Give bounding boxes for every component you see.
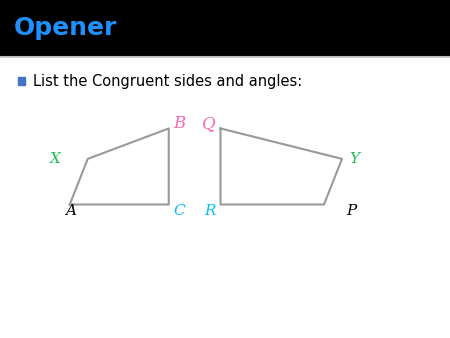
Bar bbox=[0, 0, 450, 56]
Text: Opener: Opener bbox=[14, 16, 117, 40]
Text: R: R bbox=[204, 204, 216, 218]
Text: X: X bbox=[50, 152, 61, 166]
Text: P: P bbox=[346, 204, 357, 218]
Text: A: A bbox=[65, 204, 76, 218]
Text: B: B bbox=[173, 115, 185, 132]
Text: C: C bbox=[173, 204, 185, 218]
Text: List the Congruent sides and angles:: List the Congruent sides and angles: bbox=[33, 74, 302, 89]
Bar bbox=[18, 77, 25, 85]
Text: Y: Y bbox=[349, 152, 359, 166]
Text: Q: Q bbox=[202, 115, 216, 132]
